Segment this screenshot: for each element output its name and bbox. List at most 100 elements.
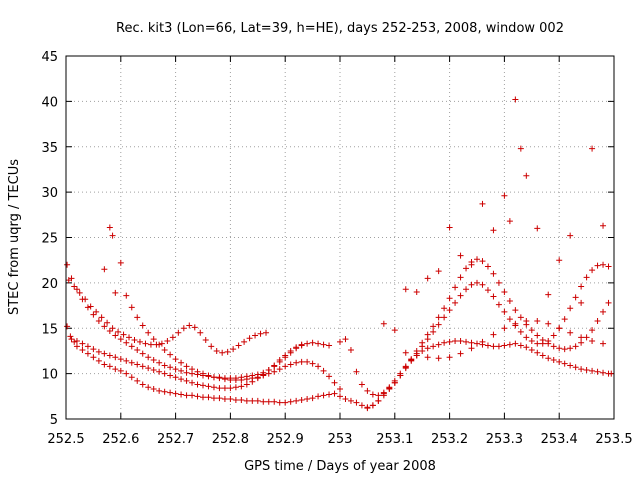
data-point bbox=[353, 399, 360, 406]
data-point bbox=[452, 284, 459, 291]
data-point bbox=[101, 350, 108, 357]
data-point bbox=[539, 340, 546, 347]
data-point bbox=[567, 362, 574, 369]
data-point bbox=[145, 354, 152, 361]
data-point bbox=[337, 338, 343, 345]
data-point bbox=[183, 377, 190, 384]
data-point bbox=[424, 354, 431, 361]
data-point bbox=[246, 335, 253, 342]
data-point bbox=[561, 346, 568, 353]
data-point bbox=[123, 370, 130, 377]
data-point bbox=[479, 200, 486, 207]
data-point bbox=[320, 367, 327, 374]
data-point bbox=[128, 359, 135, 366]
data-point bbox=[82, 296, 89, 303]
data-point bbox=[556, 345, 563, 352]
data-point bbox=[104, 319, 111, 326]
data-point bbox=[183, 392, 190, 399]
data-point bbox=[490, 293, 497, 300]
data-point bbox=[287, 398, 294, 405]
data-point bbox=[112, 332, 119, 339]
y-tick-label: 35 bbox=[41, 141, 58, 156]
data-point bbox=[167, 351, 174, 358]
data-point bbox=[589, 367, 596, 374]
data-point bbox=[578, 366, 585, 373]
data-point bbox=[457, 292, 464, 299]
data-point bbox=[219, 349, 226, 356]
data-point bbox=[71, 338, 78, 345]
data-point bbox=[161, 388, 168, 395]
x-tick-label: 252.6 bbox=[102, 432, 139, 447]
data-point bbox=[71, 283, 78, 290]
data-point bbox=[134, 347, 141, 354]
data-point bbox=[243, 381, 250, 388]
data-point bbox=[364, 405, 371, 412]
data-point bbox=[287, 347, 294, 354]
data-point bbox=[315, 393, 322, 400]
x-tick-label: 253.3 bbox=[486, 432, 523, 447]
data-point bbox=[123, 339, 130, 346]
data-point bbox=[452, 337, 459, 344]
data-point bbox=[545, 337, 552, 344]
data-point bbox=[276, 366, 283, 373]
data-point bbox=[298, 358, 305, 365]
data-point bbox=[600, 308, 607, 315]
data-point bbox=[315, 340, 322, 347]
data-point bbox=[172, 390, 179, 397]
data-point bbox=[446, 338, 453, 345]
data-point bbox=[523, 344, 530, 351]
data-point bbox=[430, 323, 437, 330]
data-point bbox=[380, 392, 387, 399]
data-point bbox=[578, 283, 585, 290]
data-point bbox=[172, 374, 179, 381]
data-point bbox=[84, 343, 91, 350]
data-point bbox=[347, 397, 354, 404]
data-point bbox=[186, 322, 193, 329]
data-point bbox=[479, 281, 486, 288]
x-tick-label: 252.5 bbox=[47, 432, 84, 447]
data-point bbox=[501, 288, 508, 295]
data-point bbox=[156, 368, 163, 375]
data-point bbox=[608, 370, 615, 377]
data-point bbox=[567, 305, 574, 312]
data-point bbox=[413, 288, 420, 295]
data-point bbox=[189, 379, 196, 386]
data-point bbox=[298, 341, 305, 348]
data-point bbox=[386, 386, 393, 393]
data-point bbox=[202, 337, 209, 344]
data-point bbox=[506, 316, 513, 323]
data-point bbox=[227, 385, 234, 392]
data-point bbox=[257, 330, 264, 337]
data-point bbox=[123, 292, 130, 299]
data-point bbox=[68, 336, 75, 343]
data-point bbox=[194, 381, 201, 388]
data-point bbox=[430, 343, 437, 350]
data-point bbox=[254, 397, 261, 404]
y-tick-label: 30 bbox=[41, 186, 58, 201]
data-point bbox=[347, 347, 354, 354]
data-point bbox=[167, 389, 174, 396]
data-point bbox=[353, 368, 360, 375]
data-point bbox=[232, 396, 239, 403]
data-point bbox=[309, 360, 316, 367]
data-point bbox=[441, 305, 448, 312]
data-point bbox=[594, 262, 601, 269]
data-point bbox=[391, 379, 398, 386]
data-point bbox=[517, 342, 524, 349]
data-point bbox=[139, 363, 146, 370]
data-point bbox=[561, 316, 568, 323]
data-point bbox=[594, 317, 601, 324]
data-point bbox=[600, 222, 607, 229]
data-point bbox=[567, 345, 574, 352]
data-point bbox=[605, 299, 612, 306]
data-point bbox=[210, 395, 217, 402]
data-point bbox=[84, 350, 91, 357]
data-point bbox=[117, 259, 124, 266]
data-point bbox=[397, 372, 404, 379]
data-point bbox=[158, 340, 165, 347]
y-tick-label: 10 bbox=[41, 368, 58, 383]
data-point bbox=[474, 340, 480, 347]
data-point bbox=[227, 396, 234, 403]
data-point bbox=[205, 383, 212, 390]
data-point bbox=[391, 327, 398, 334]
